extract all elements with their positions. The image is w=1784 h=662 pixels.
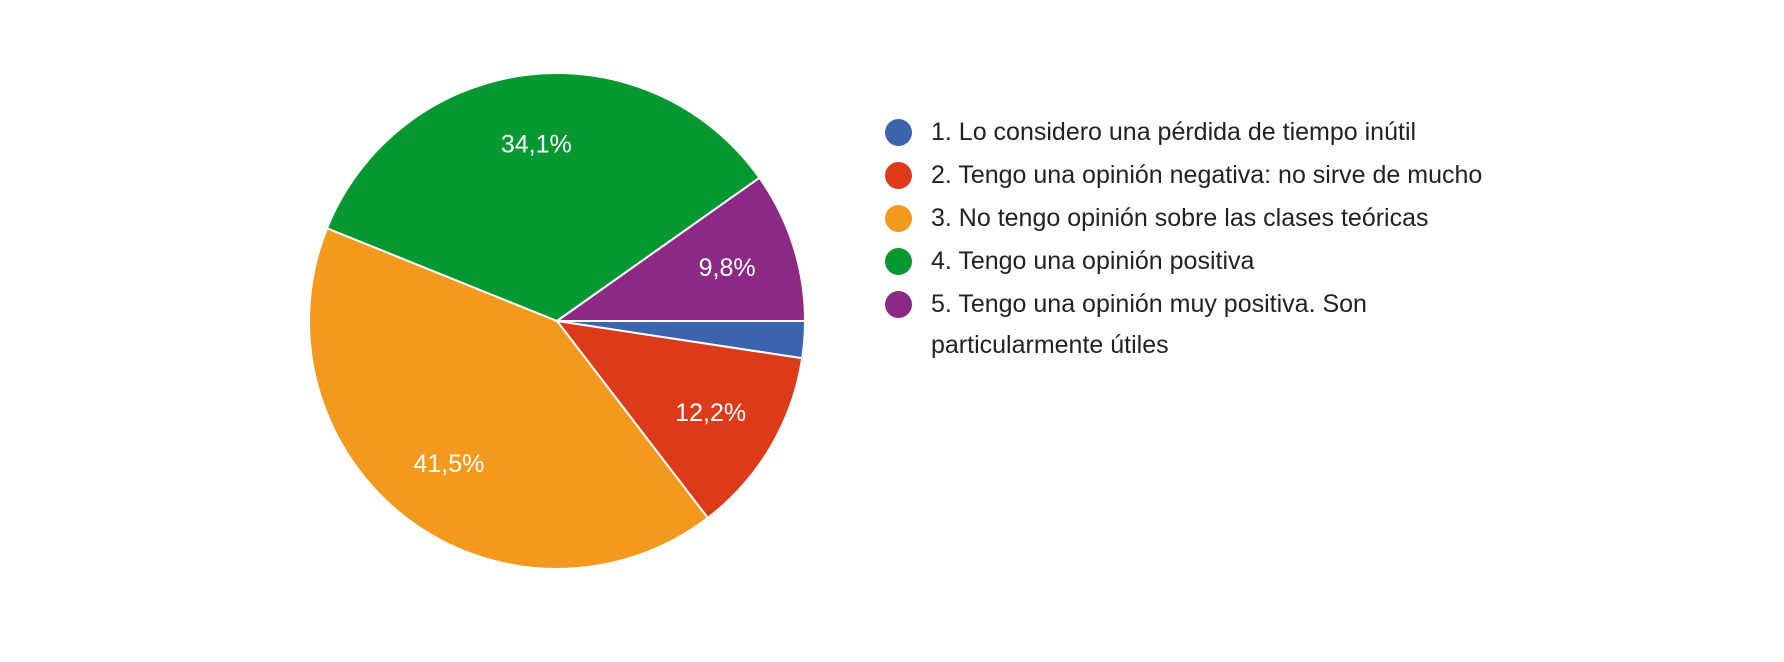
legend-swatch [885,119,912,146]
slice-label-5: 9,8% [699,254,756,282]
slice-label-4: 34,1% [501,131,572,159]
pie-slice-4[interactable] [325,72,761,323]
legend: 1. Lo considero una pérdida de tiempo in… [885,112,1505,368]
legend-label: 4. Tengo una opinión positiva [931,247,1255,275]
pie-slice-5[interactable] [553,176,807,322]
legend-item-4[interactable]: 4. Tengo una opinión positiva [885,241,1505,282]
pie-slice-3[interactable] [308,226,710,570]
legend-swatch [885,291,912,318]
legend-label: 1. Lo considero una pérdida de tiempo in… [931,118,1417,146]
legend-label: 5. Tengo una opinión muy positiva. Son p… [931,290,1367,359]
pie-slice-2[interactable] [554,319,804,520]
legend-label: 2. Tengo una opinión negativa: no sirve … [931,161,1483,189]
legend-swatch [885,248,912,275]
slice-label-2: 12,2% [675,399,746,427]
legend-item-3[interactable]: 3. No tengo opinión sobre las clases teó… [885,198,1505,239]
legend-item-1[interactable]: 1. Lo considero una pérdida de tiempo in… [885,112,1505,153]
legend-swatch [885,205,912,232]
slice-label-3: 41,5% [413,450,484,478]
legend-item-2[interactable]: 2. Tengo una opinión negativa: no sirve … [885,155,1505,196]
legend-item-5[interactable]: 5. Tengo una opinión muy positiva. Son p… [885,284,1505,366]
legend-label: 3. No tengo opinión sobre las clases teó… [931,204,1429,232]
legend-swatch [885,162,912,189]
